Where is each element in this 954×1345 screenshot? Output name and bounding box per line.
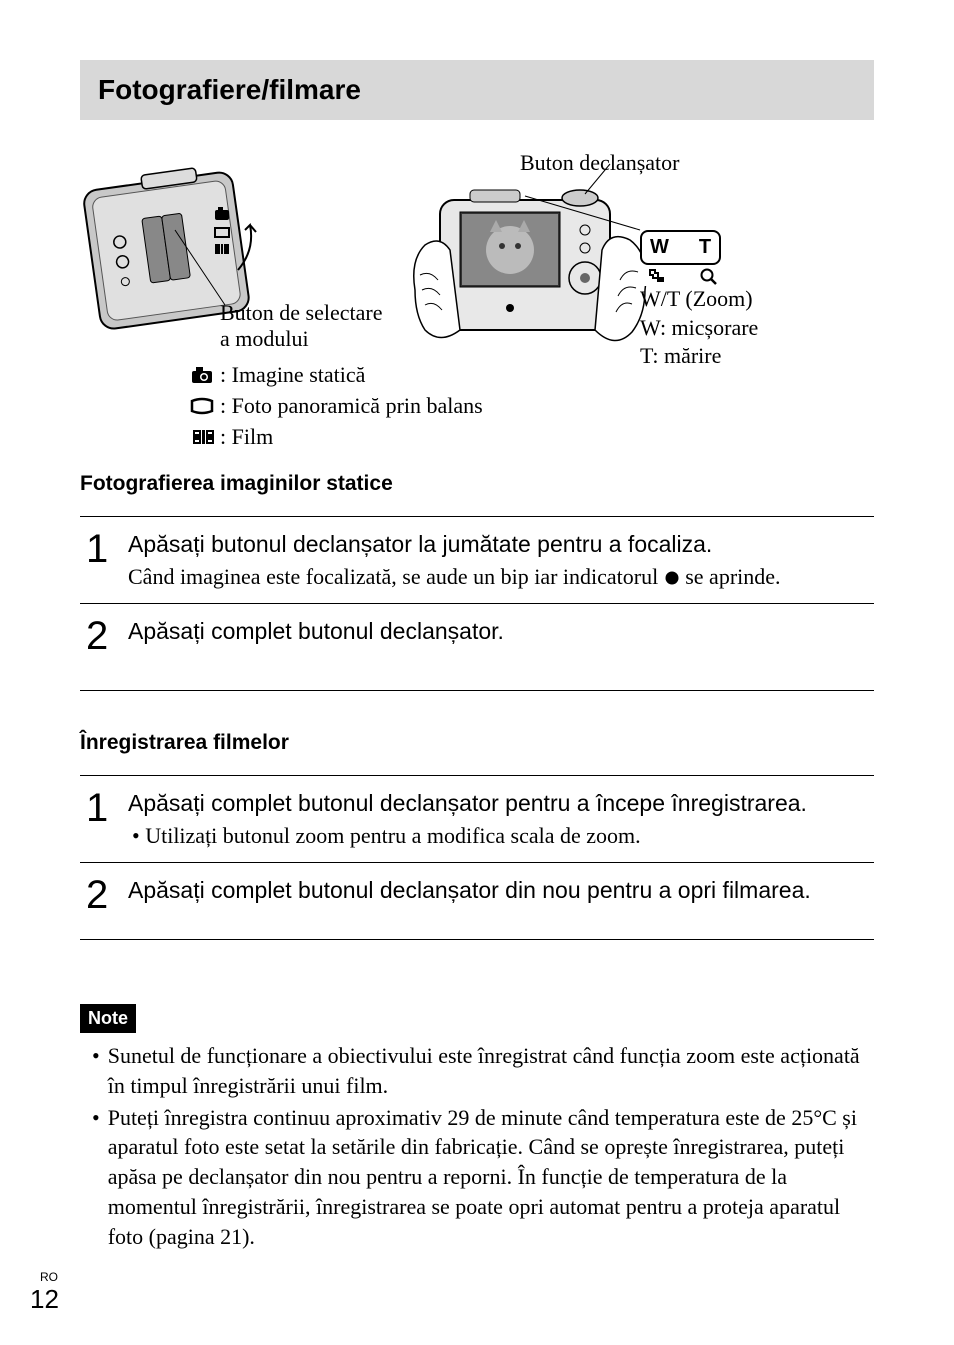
step-number: 1 xyxy=(86,788,114,828)
mode-still: : Imagine statică xyxy=(190,360,483,391)
film-step-2: 2 Apăsați complet butonul declanșator di… xyxy=(80,862,874,939)
still-step-1: 1 Apăsați butonul declanșator la jumătat… xyxy=(80,517,874,603)
step-number: 2 xyxy=(86,616,114,656)
notes-list: • Sunetul de funcționare a obiectivului … xyxy=(80,1041,874,1251)
zoom-in-icon xyxy=(700,268,718,286)
step-bullet: • Utilizați butonul zoom pentru a modifi… xyxy=(128,822,868,851)
zoom-wt-label: W/T (Zoom) xyxy=(640,285,758,314)
step-number: 2 xyxy=(86,875,114,915)
zoom-description: W/T (Zoom) W: micșorare T: mărire xyxy=(640,285,758,371)
shutter-button-label: Buton declanșator xyxy=(520,150,679,176)
step-description: Când imaginea este focalizată, se aude u… xyxy=(128,563,868,592)
section-title: Fotografiere/filmare xyxy=(98,74,856,106)
step-title: Apăsați complet butonul declanșator pent… xyxy=(128,790,868,818)
page-footer: RO 12 xyxy=(30,1270,59,1315)
panorama-icon xyxy=(190,397,214,415)
zoom-w-desc: W: micșorare xyxy=(640,314,758,343)
bullet-icon: • xyxy=(92,1041,100,1100)
note-text: Puteți înregistra continuu aproximativ 2… xyxy=(108,1103,874,1251)
film-step-1: 1 Apăsați complet butonul declanșator pe… xyxy=(80,776,874,862)
steps-film-group: 1 Apăsați complet butonul declanșator pe… xyxy=(80,775,874,940)
step-title: Apăsați complet butonul declanșator. xyxy=(128,618,868,646)
step-number: 1 xyxy=(86,529,114,569)
step-title: Apăsați complet butonul declanșator din … xyxy=(128,877,868,905)
steps-still-group: 1 Apăsați butonul declanșator la jumătat… xyxy=(80,516,874,691)
focus-indicator-icon xyxy=(664,570,680,586)
zoom-wt-frame: W T xyxy=(640,230,721,265)
note-text: Sunetul de funcționare a obiectivului es… xyxy=(108,1041,874,1100)
note-badge: Note xyxy=(80,1004,136,1033)
note-item: • Puteți înregistra continuu aproximativ… xyxy=(92,1103,874,1251)
section-header: Fotografiere/filmare xyxy=(80,60,874,120)
film-icon xyxy=(190,428,214,446)
zoom-t-desc: T: mărire xyxy=(640,342,758,371)
step-title: Apăsați butonul declanșator la jumătate … xyxy=(128,531,868,559)
zoom-out-icon xyxy=(648,268,666,282)
camera-diagram: Buton declanșator W T W/T (Zoom) W: micș… xyxy=(80,150,874,460)
step-body: Apăsați complet butonul declanșator din … xyxy=(128,875,868,909)
camera-icon xyxy=(190,366,214,384)
zoom-icons-row xyxy=(640,268,721,286)
step-body: Apăsați butonul declanșator la jumătate … xyxy=(128,529,868,591)
step-body: Apăsați complet butonul declanșator pent… xyxy=(128,788,868,850)
note-item: • Sunetul de funcționare a obiectivului … xyxy=(92,1041,874,1100)
zoom-w-letter: W xyxy=(650,236,669,259)
zoom-control-box: W T xyxy=(640,230,721,286)
mode-select-label: Buton de selectare a modului xyxy=(220,300,383,353)
still-step-2: 2 Apăsați complet butonul declanșator. xyxy=(80,603,874,690)
subsection-film-heading: Înregistrarea filmelor xyxy=(80,731,874,755)
mode-film: : Film xyxy=(190,422,483,453)
leader-line-mode xyxy=(160,220,230,310)
page-number: 12 xyxy=(30,1284,59,1315)
step-body: Apăsați complet butonul declanșator. xyxy=(128,616,868,650)
camera-right-illustration xyxy=(410,160,650,380)
subsection-still-heading: Fotografierea imaginilor statice xyxy=(80,472,874,496)
mode-list: : Imagine statică : Foto panoramică prin… xyxy=(190,360,483,452)
bullet-icon: • xyxy=(92,1103,100,1251)
page-language: RO xyxy=(30,1270,59,1284)
zoom-t-letter: T xyxy=(699,236,711,259)
mode-panorama: : Foto panoramică prin balans xyxy=(190,391,483,422)
